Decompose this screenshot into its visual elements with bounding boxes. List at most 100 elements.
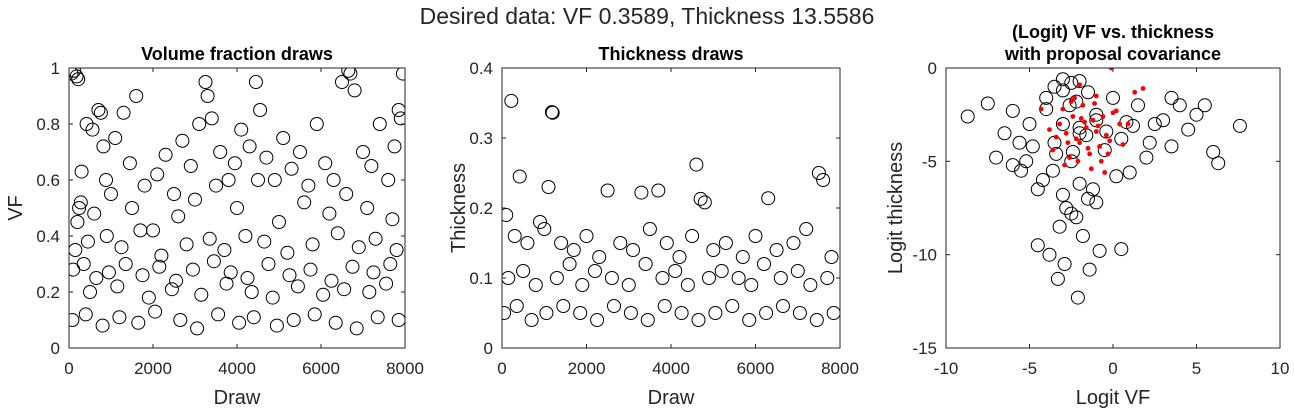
data-point — [74, 164, 89, 179]
subplot-title: (Logit) VF vs. thickness — [1012, 22, 1214, 42]
data-point — [116, 105, 131, 120]
data-point — [133, 223, 148, 238]
data-point — [169, 273, 184, 288]
data-point — [1072, 74, 1087, 89]
data-point — [324, 273, 339, 288]
data-point — [1092, 243, 1107, 258]
y-tick-label: 0 — [484, 339, 493, 358]
data-point — [655, 271, 670, 285]
data-point — [391, 313, 405, 327]
data-point — [1059, 201, 1074, 215]
red-dot-point — [1078, 116, 1084, 121]
red-dot-point — [1113, 108, 1119, 114]
data-points — [69, 68, 405, 336]
data-point — [202, 231, 217, 246]
data-point — [689, 157, 704, 172]
data-point — [588, 264, 602, 278]
y-tick-label: 1 — [51, 59, 60, 78]
data-point — [173, 313, 188, 327]
data-point — [1049, 146, 1064, 161]
data-point — [1035, 173, 1050, 187]
data-point — [1232, 118, 1247, 133]
red-dot-point — [1105, 151, 1111, 157]
data-point — [1097, 143, 1112, 158]
data-point — [761, 191, 776, 206]
data-point — [259, 150, 274, 165]
data-point — [997, 126, 1012, 141]
x-tick-label: 4000 — [218, 359, 256, 378]
data-point — [253, 103, 268, 117]
data-point — [78, 307, 93, 322]
data-point — [251, 173, 265, 187]
data-point — [1030, 182, 1045, 197]
data-point — [786, 236, 801, 250]
x-tick-label: 8000 — [386, 359, 424, 378]
data-point — [158, 147, 173, 162]
data-point — [395, 68, 405, 81]
data-point — [769, 243, 784, 257]
red-dot-point — [1092, 101, 1097, 106]
data-point — [1012, 135, 1027, 150]
data-point — [125, 201, 139, 215]
data-point — [370, 310, 385, 325]
data-point — [1139, 150, 1154, 165]
data-point — [198, 75, 213, 89]
data-point — [351, 240, 366, 255]
data-point — [244, 285, 259, 299]
data-point — [1005, 103, 1020, 118]
data-point — [702, 271, 716, 285]
red-dot-point — [1102, 170, 1108, 175]
data-point — [364, 159, 379, 173]
red-dot-point — [1070, 114, 1076, 119]
data-point — [192, 117, 207, 131]
red-dot-point — [1057, 121, 1062, 127]
data-point — [790, 264, 805, 278]
data-point — [345, 259, 360, 274]
data-point — [502, 208, 514, 222]
red-dot-point — [1077, 82, 1082, 88]
data-point — [391, 103, 405, 117]
data-point — [562, 257, 577, 271]
y-tick-label: 0.3 — [469, 129, 493, 148]
data-point — [706, 243, 721, 257]
red-dot-point — [1083, 125, 1089, 131]
data-point — [383, 257, 398, 271]
x-tick-label: 4000 — [652, 359, 690, 378]
data-point — [502, 306, 512, 320]
red-dot-point — [1125, 121, 1131, 127]
red-dot-point — [1120, 142, 1126, 147]
data-point — [322, 206, 337, 221]
data-point — [362, 285, 377, 299]
data-point — [604, 271, 619, 285]
data-point — [1019, 154, 1034, 169]
data-point — [640, 313, 655, 327]
data-point — [69, 69, 84, 84]
data-point — [504, 93, 519, 108]
y-tick-label: 0.2 — [36, 283, 60, 302]
data-point — [246, 310, 261, 325]
data-point — [1042, 247, 1057, 262]
data-point — [507, 229, 522, 243]
data-point — [221, 173, 236, 187]
data-point — [634, 185, 649, 200]
data-point — [148, 304, 163, 319]
data-point — [735, 250, 750, 264]
data-point — [91, 103, 106, 117]
red-dot-point — [1060, 106, 1066, 112]
data-point — [579, 229, 594, 243]
data-point — [96, 139, 111, 154]
data-point — [642, 222, 657, 236]
red-dot-point — [1095, 123, 1101, 129]
data-point — [659, 236, 674, 250]
x-tick-label: 0 — [1108, 359, 1117, 378]
data-point — [1172, 98, 1187, 113]
data-point — [179, 237, 194, 252]
data-point — [776, 299, 790, 313]
data-point — [339, 187, 354, 201]
plot-area — [69, 68, 405, 348]
x-axis-label: Logit VF — [1076, 387, 1150, 409]
data-point — [960, 109, 975, 124]
data-point — [356, 145, 370, 159]
data-point — [204, 111, 219, 126]
data-point — [200, 89, 215, 103]
